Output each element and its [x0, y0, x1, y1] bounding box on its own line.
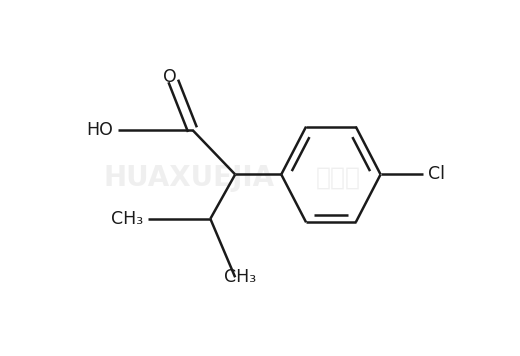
Text: 化学加: 化学加 — [316, 166, 360, 190]
Text: CH₃: CH₃ — [111, 210, 143, 228]
Text: O: O — [163, 68, 176, 86]
Text: Cl: Cl — [428, 166, 445, 183]
Text: HO: HO — [86, 121, 113, 139]
Text: HUAXUEJIA: HUAXUEJIA — [103, 164, 275, 192]
Text: CH₃: CH₃ — [224, 268, 257, 286]
